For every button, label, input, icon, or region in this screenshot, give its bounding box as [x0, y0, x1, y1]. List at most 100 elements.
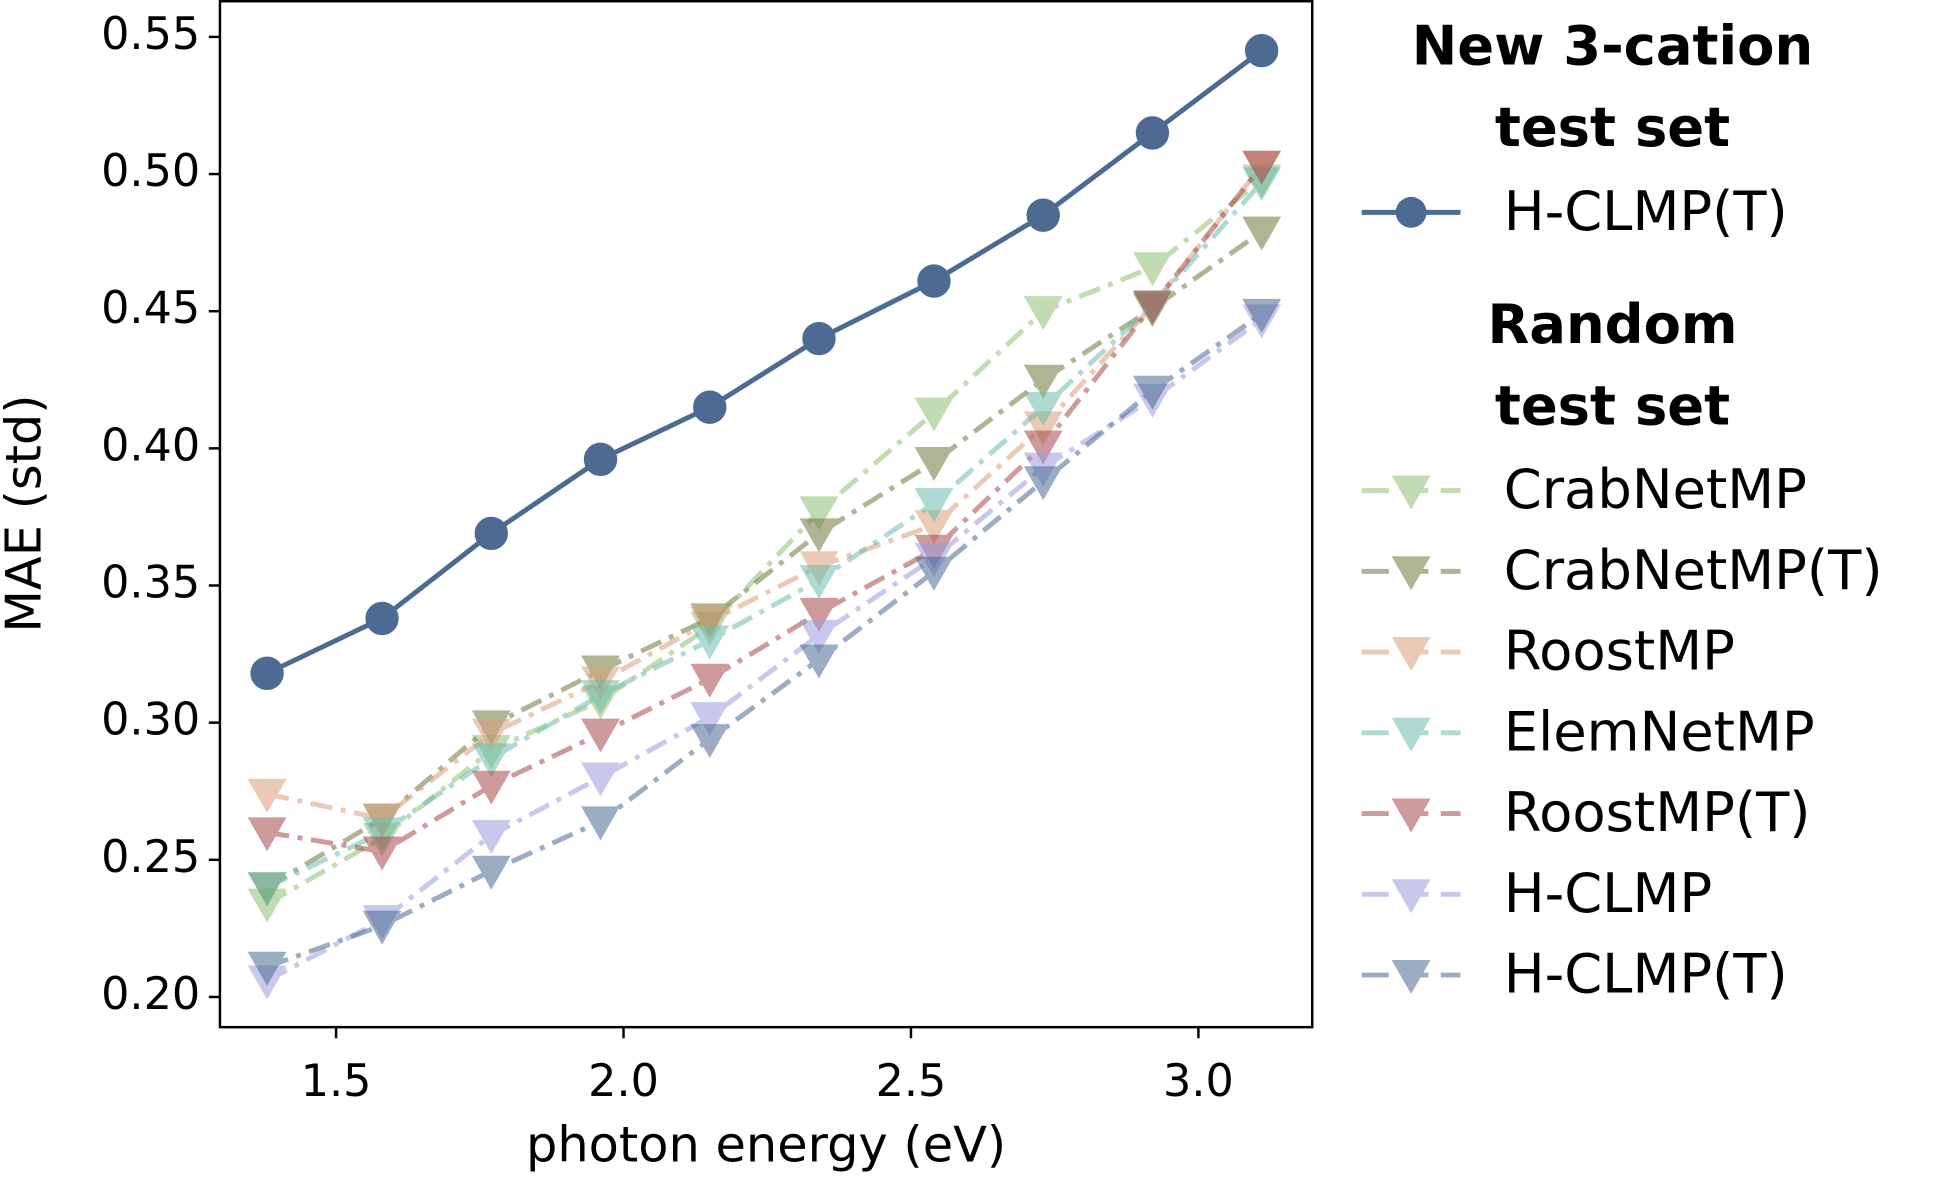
legend-handle [1361, 879, 1461, 914]
y-tick-label: 0.55 [101, 9, 200, 60]
legend-marker [1391, 798, 1431, 833]
point [690, 606, 730, 641]
y-tick-label: 0.30 [101, 695, 200, 746]
plot-area [247, 33, 1282, 1000]
legend-title: Random [1487, 293, 1737, 356]
point [690, 663, 730, 698]
y-tick-label: 0.35 [101, 558, 200, 609]
point [690, 625, 730, 660]
legend-marker [1395, 196, 1427, 228]
series [247, 150, 1282, 871]
y-tick-label: 0.20 [101, 969, 200, 1020]
point [581, 718, 620, 753]
series [247, 150, 1282, 838]
legend-title: test set [1495, 96, 1730, 159]
legend-handle [1361, 196, 1461, 228]
legend-handle [1361, 717, 1461, 752]
legend-label: H-CLMP(T) [1504, 180, 1788, 243]
legend-handle [1361, 475, 1461, 510]
series-line [266, 164, 1264, 855]
point [1242, 150, 1282, 185]
point [914, 447, 954, 481]
series [250, 33, 1279, 690]
point [690, 702, 730, 737]
point [802, 321, 836, 356]
legend-handle [1361, 959, 1461, 994]
legend-marker [1391, 717, 1431, 752]
point [690, 724, 730, 759]
series [247, 164, 1282, 923]
y-tick-label: 0.40 [101, 420, 200, 471]
point [799, 564, 839, 599]
point [799, 496, 839, 531]
series-line [265, 229, 1264, 890]
legend-title: test set [1495, 374, 1730, 437]
point [1242, 216, 1282, 251]
point [693, 390, 727, 424]
point [1023, 430, 1063, 465]
point [250, 656, 284, 690]
legend-marker [1391, 959, 1431, 994]
point [1023, 466, 1063, 501]
x-tick-label: 1.5 [301, 1056, 372, 1107]
legend-handle [1361, 637, 1461, 671]
point [581, 762, 620, 797]
legend-marker [1391, 475, 1431, 510]
point [1132, 252, 1172, 287]
legend-marker [1391, 556, 1431, 591]
series-line [265, 177, 1264, 906]
point [471, 718, 511, 753]
legend-title: New 3-cation [1412, 15, 1813, 78]
point [362, 817, 402, 852]
point [1026, 198, 1060, 232]
point [917, 264, 951, 298]
y-tick-label: 0.50 [101, 146, 200, 197]
legend-label: RoostMP(T) [1504, 781, 1811, 844]
point [799, 518, 839, 553]
point [583, 442, 618, 476]
point [1132, 290, 1172, 325]
point [471, 743, 511, 778]
point [1135, 116, 1170, 150]
point [581, 680, 620, 715]
legend-label: CrabNetMP [1504, 458, 1807, 521]
legend-label: H-CLMP(T) [1504, 943, 1788, 1006]
point [1242, 298, 1282, 333]
point [799, 644, 839, 679]
point [247, 817, 287, 852]
legend-label: H-CLMP [1504, 862, 1712, 925]
point [799, 597, 839, 632]
series-line [265, 317, 1264, 983]
point [247, 778, 287, 813]
legend-label: CrabNetMP(T) [1504, 539, 1883, 602]
legend-label: ElemNetMP [1504, 700, 1815, 763]
point [1023, 296, 1063, 331]
series-line [266, 48, 1264, 676]
legend-marker [1391, 637, 1431, 671]
point [914, 556, 954, 591]
point [362, 836, 402, 871]
point [471, 820, 511, 855]
x-tick-label: 2.5 [876, 1056, 947, 1107]
point [474, 516, 508, 551]
series-line [266, 311, 1264, 970]
point [581, 806, 620, 841]
x-axis-label: photon energy (eV) [526, 1116, 1006, 1174]
legend-marker [1391, 879, 1431, 914]
series [247, 304, 1282, 1000]
point [247, 951, 287, 986]
point [1023, 392, 1063, 427]
y-tick-label: 0.45 [101, 283, 200, 334]
y-axis-label: MAE (std) [0, 394, 53, 632]
x-tick-label: 2.0 [588, 1056, 659, 1107]
legend-handle [1361, 556, 1461, 591]
point [365, 601, 399, 636]
point [1244, 33, 1279, 68]
point [362, 910, 402, 945]
series [247, 298, 1282, 986]
point [914, 488, 954, 523]
point [1023, 364, 1063, 399]
point [247, 872, 287, 907]
y-tick-label: 0.25 [101, 832, 200, 883]
